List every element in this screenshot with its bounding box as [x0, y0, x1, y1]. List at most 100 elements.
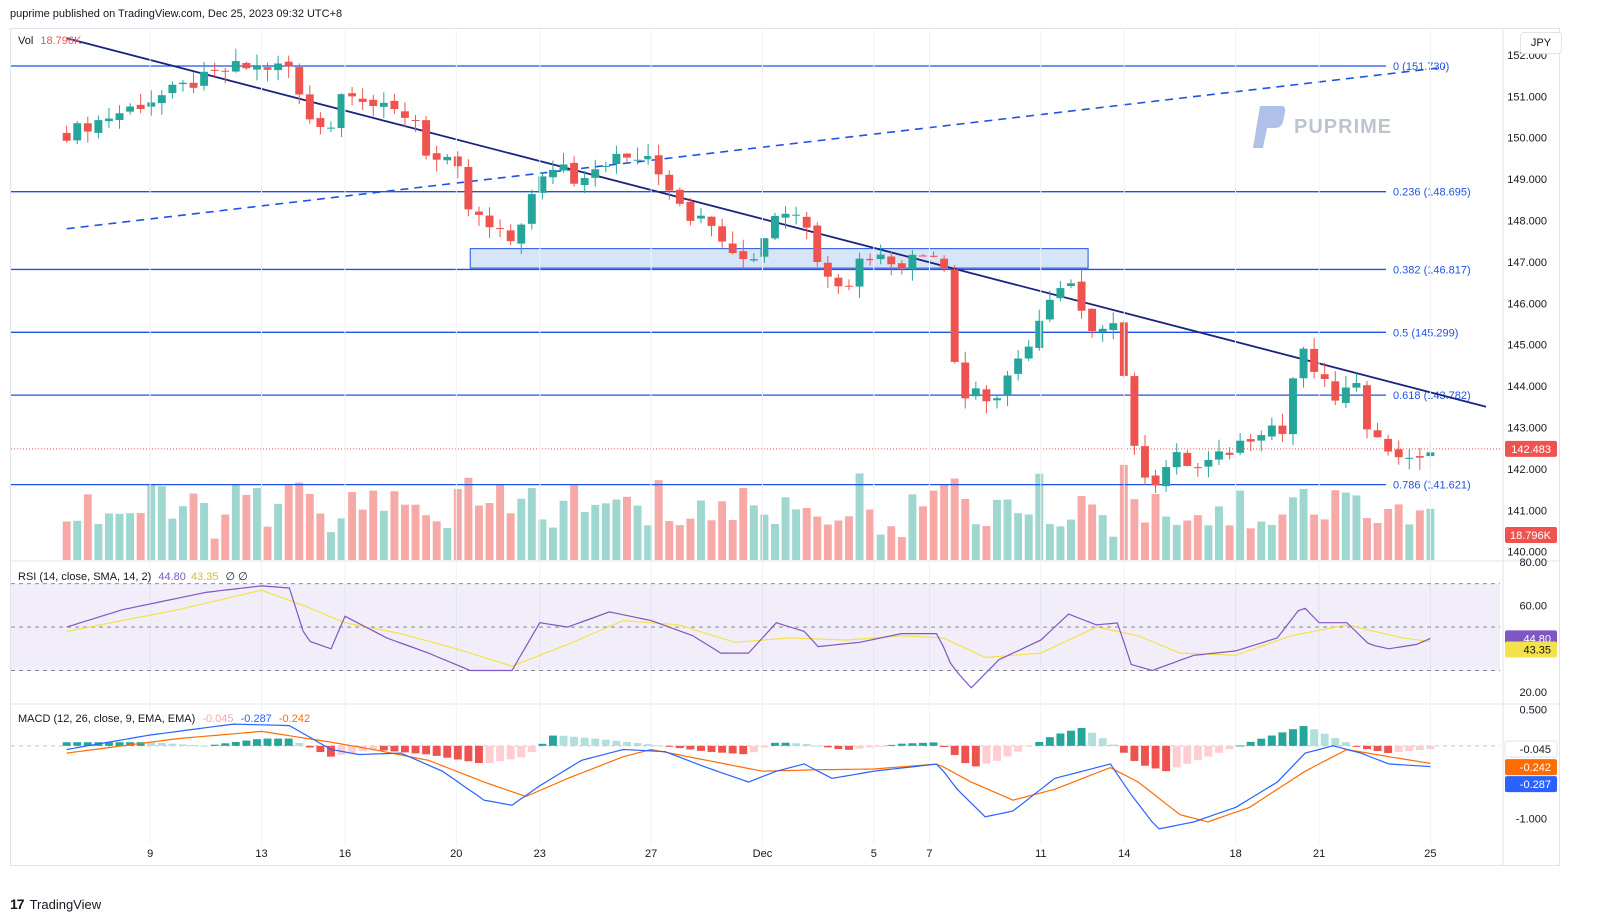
macd-histogram-bar — [866, 745, 875, 748]
fib-label-0.5: 0.5 (145.299) — [1393, 327, 1458, 339]
puprime-watermark: PUPRIME — [1250, 104, 1392, 150]
candle-body — [252, 65, 261, 70]
candle-body — [1278, 425, 1287, 434]
volume-bar — [591, 504, 600, 560]
volume-bar — [1141, 522, 1149, 560]
macd-histogram-bar — [1394, 745, 1403, 753]
volume-bar — [1056, 526, 1065, 560]
macd-histogram-bar — [1119, 745, 1128, 753]
volume-bar — [104, 513, 113, 560]
macd-histogram-bar — [337, 745, 346, 755]
macd-histogram-bar — [506, 745, 515, 760]
candle-body — [1077, 281, 1086, 311]
price-tick-label: 144.000 — [1507, 381, 1547, 393]
macd-histogram-bar — [1003, 745, 1012, 757]
candle-body — [855, 258, 864, 287]
candle-body — [866, 258, 875, 261]
volume-bar — [73, 520, 82, 560]
candle-body — [104, 118, 113, 122]
price-tick-label: 143.000 — [1507, 423, 1547, 435]
macd-legend-value: -0.287 — [240, 713, 272, 725]
macd-histogram-bar — [940, 745, 949, 748]
macd-histogram-bar — [390, 745, 399, 752]
macd-histogram-bar — [538, 743, 547, 746]
macd-histogram-bar — [527, 745, 536, 753]
macd-histogram-bar — [126, 742, 135, 746]
candle-body — [570, 162, 579, 184]
rsi-sma-legend-value: 43.35 — [190, 571, 219, 583]
macd-histogram-bar — [1289, 729, 1297, 746]
macd-histogram-bar — [549, 735, 557, 746]
macd-histogram-bar — [1151, 745, 1160, 769]
volume-bar — [337, 518, 346, 560]
macd-hist-legend-value: -0.045 — [202, 713, 234, 725]
macd-histogram-bar — [252, 739, 261, 746]
volume-bar — [1162, 516, 1171, 560]
macd-histogram-bar — [802, 744, 811, 746]
candle-body — [919, 255, 927, 257]
candle-body — [633, 159, 642, 161]
last-volume-badge-label: 18.796K — [1510, 530, 1552, 542]
candle-body — [1024, 346, 1033, 359]
candle-body — [549, 169, 557, 178]
candle-body — [527, 194, 536, 224]
volume-bar — [231, 484, 240, 560]
candle-body — [305, 94, 314, 120]
candle-body — [887, 256, 896, 265]
macd-histogram-bar — [1172, 745, 1181, 768]
candle-body — [1151, 475, 1160, 486]
macd-histogram-bar — [1225, 745, 1234, 750]
macd-histogram-bar — [73, 742, 82, 746]
volume-bar — [749, 505, 758, 560]
candle-body — [422, 120, 431, 156]
macd-histogram-bar — [1141, 745, 1149, 766]
fib-label-0: 0 (151.730) — [1393, 61, 1449, 73]
candle-body — [210, 69, 219, 71]
price-tick-label: 148.000 — [1507, 215, 1547, 227]
macd-histogram-bar — [633, 742, 642, 746]
candle-body — [591, 169, 600, 178]
candle-body — [62, 132, 71, 141]
candle-body — [432, 153, 441, 160]
volume-bar — [665, 521, 674, 560]
volume-bar — [506, 513, 515, 560]
volume-bar — [1394, 504, 1403, 560]
macd-histogram-bar — [1363, 745, 1371, 750]
macd-histogram-bar — [369, 745, 378, 750]
candle-body — [147, 102, 156, 107]
puprime-logo-icon — [1250, 104, 1286, 150]
candle-body — [274, 63, 283, 71]
candle-body — [242, 62, 251, 69]
candle-body — [697, 215, 705, 219]
volume-bar — [348, 491, 357, 560]
candle-body — [1056, 288, 1065, 299]
price-tick-label: 141.000 — [1507, 505, 1547, 517]
candle-body — [749, 259, 758, 261]
x-tick-label: 14 — [1118, 848, 1130, 860]
volume-bar — [496, 484, 505, 560]
macd-tick-label: 0.500 — [1519, 705, 1547, 717]
macd-histogram-bar — [1204, 745, 1213, 757]
macd-histogram-bar — [485, 745, 494, 764]
x-tick-label: 27 — [645, 848, 657, 860]
macd-histogram-bar — [929, 742, 938, 746]
volume-bar — [1341, 492, 1350, 560]
macd-histogram-bar — [1257, 738, 1266, 746]
candle-body — [1141, 446, 1149, 478]
currency-button[interactable]: JPY — [1520, 32, 1562, 54]
volume-bar — [453, 488, 462, 560]
volume-bar — [845, 516, 853, 560]
volume-bar — [644, 525, 653, 560]
x-tick-label: 25 — [1424, 848, 1436, 860]
candle-body — [718, 226, 727, 242]
macd-signal-badge — [1505, 759, 1557, 776]
volume-bar — [210, 538, 219, 560]
volume-bar — [422, 515, 431, 560]
macd-histogram-bar — [1162, 745, 1171, 772]
candle-body — [1320, 374, 1329, 379]
candle-body — [168, 84, 177, 94]
volume-bar — [284, 485, 293, 560]
candle-body — [464, 166, 473, 210]
macd-histogram-bar — [221, 743, 230, 746]
